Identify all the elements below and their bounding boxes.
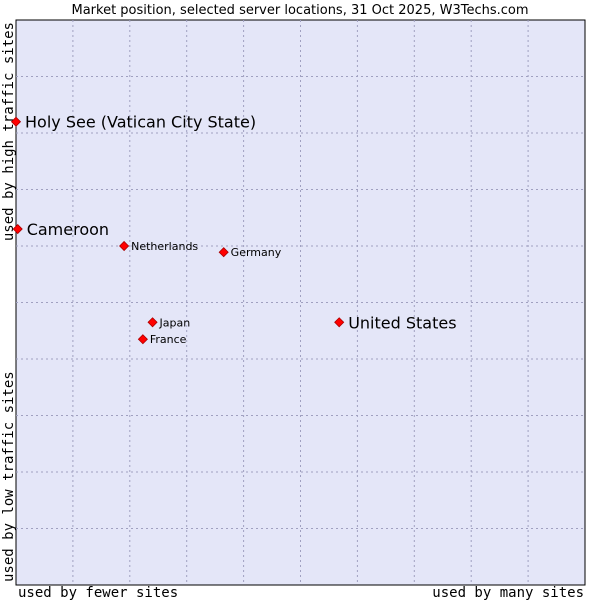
grid-lines — [16, 20, 585, 585]
data-point-label: United States — [348, 313, 456, 332]
chart-title: Market position, selected server locatio… — [71, 3, 528, 18]
y-axis-label-top: used by high traffic sites — [1, 22, 17, 241]
data-point-label: Holy See (Vatican City State) — [25, 113, 256, 132]
data-point-marker — [334, 317, 345, 328]
data-point-label: Netherlands — [131, 240, 198, 253]
data-point-marker — [12, 223, 23, 235]
data-point-label: France — [150, 333, 187, 346]
data-point-label: Japan — [159, 316, 191, 329]
data-point-marker — [218, 247, 229, 258]
x-axis-label-left: used by fewer sites — [18, 585, 178, 600]
y-axis-label-bottom: used by low traffic sites — [1, 371, 17, 582]
data-points: Holy See (Vatican City State) Cameroon Net… — [10, 113, 457, 346]
data-point-label: Cameroon — [27, 220, 109, 239]
data-point-marker — [10, 116, 22, 127]
data-point-marker — [147, 317, 158, 328]
data-point-marker — [137, 334, 148, 345]
x-axis-label-right: used by many sites — [432, 585, 584, 600]
data-point-marker — [119, 240, 130, 252]
data-point-label: Germany — [231, 246, 282, 259]
